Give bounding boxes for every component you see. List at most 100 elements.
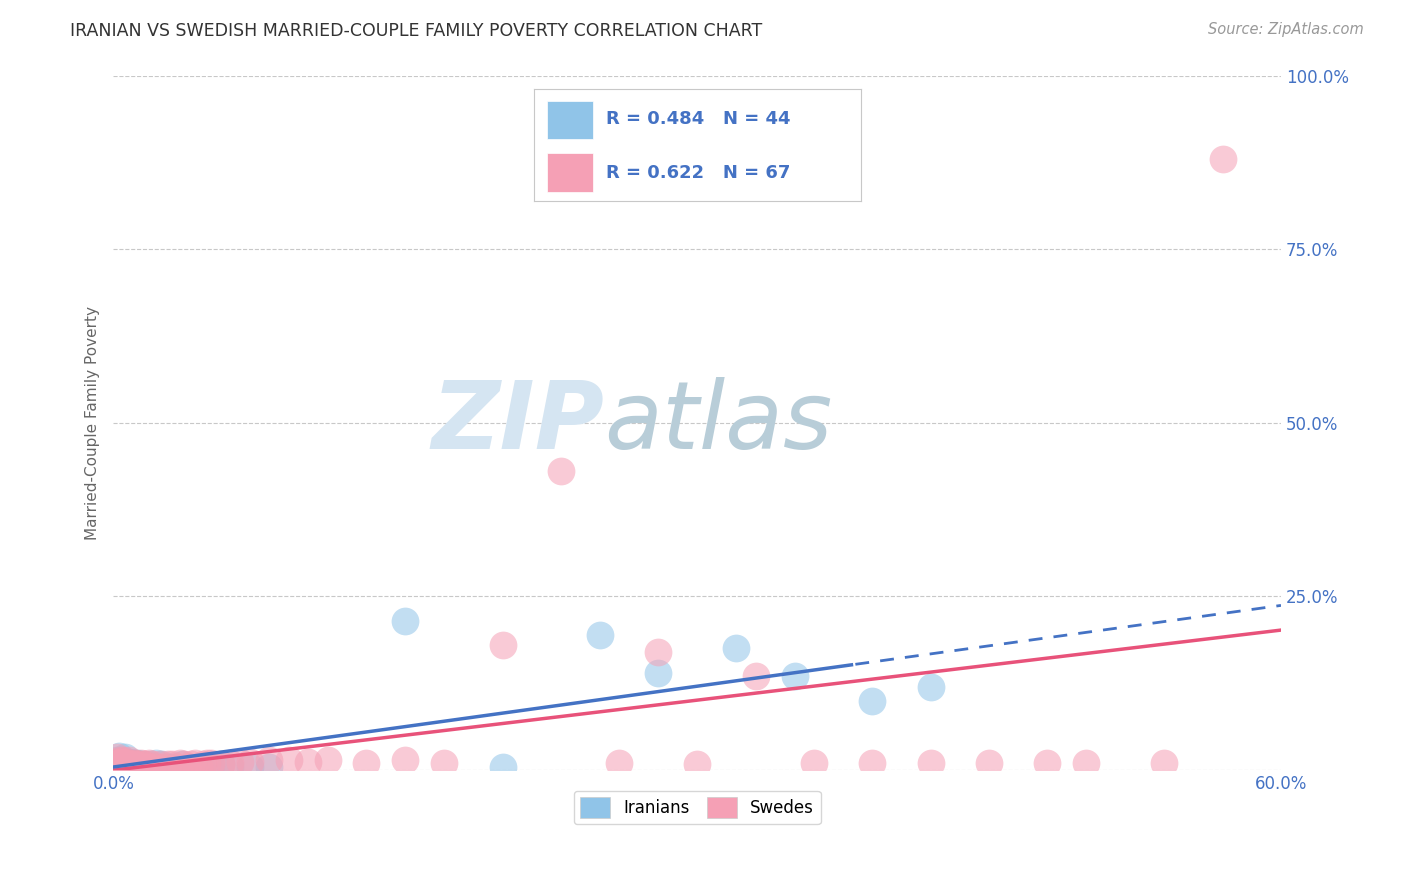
Point xyxy=(118,759,141,773)
Point xyxy=(725,641,748,656)
Point xyxy=(129,756,152,770)
Point xyxy=(744,669,766,683)
Point xyxy=(156,759,179,773)
Point xyxy=(860,693,883,707)
Point xyxy=(120,756,142,770)
Point xyxy=(860,756,883,770)
Point xyxy=(104,759,127,773)
Point xyxy=(120,756,142,770)
Point xyxy=(105,756,128,770)
Point xyxy=(112,753,135,767)
Point xyxy=(108,753,131,767)
Point xyxy=(114,750,136,764)
Point xyxy=(110,757,132,772)
Point xyxy=(239,755,262,769)
Point xyxy=(134,759,156,773)
Point xyxy=(803,756,825,770)
Point xyxy=(200,756,222,770)
Point xyxy=(647,665,669,680)
Text: Source: ZipAtlas.com: Source: ZipAtlas.com xyxy=(1208,22,1364,37)
Point xyxy=(492,759,515,773)
Point xyxy=(209,757,232,772)
Point xyxy=(125,757,148,772)
Point xyxy=(316,753,339,767)
Point xyxy=(394,614,416,628)
Point xyxy=(1212,152,1234,166)
Point xyxy=(145,756,167,770)
Point xyxy=(153,759,176,773)
Point xyxy=(105,750,128,764)
Point xyxy=(188,759,211,773)
Point xyxy=(195,756,218,770)
Point xyxy=(609,756,631,770)
Point xyxy=(257,759,280,773)
Point xyxy=(108,756,131,770)
Point xyxy=(190,759,212,773)
Legend: Iranians, Swedes: Iranians, Swedes xyxy=(574,790,821,824)
Point xyxy=(141,757,163,772)
Point xyxy=(114,757,136,772)
Point xyxy=(131,757,153,772)
Point xyxy=(239,759,262,773)
Point xyxy=(138,757,160,772)
Point xyxy=(191,757,214,772)
Point xyxy=(134,757,156,772)
Point xyxy=(180,759,202,773)
Point xyxy=(124,756,146,770)
Point xyxy=(209,757,232,772)
Point xyxy=(122,757,145,772)
Point xyxy=(150,757,173,772)
Point xyxy=(110,753,132,767)
Point xyxy=(135,759,157,773)
Point xyxy=(160,757,183,772)
Text: IRANIAN VS SWEDISH MARRIED-COUPLE FAMILY POVERTY CORRELATION CHART: IRANIAN VS SWEDISH MARRIED-COUPLE FAMILY… xyxy=(70,22,762,40)
Point xyxy=(128,757,150,772)
Point xyxy=(118,755,141,769)
Point xyxy=(118,759,141,773)
Point xyxy=(129,759,152,773)
Point xyxy=(138,756,160,770)
Point xyxy=(149,757,172,772)
Point xyxy=(115,756,138,770)
Point xyxy=(920,680,942,694)
Point xyxy=(783,669,806,683)
Point xyxy=(128,759,150,773)
Point xyxy=(492,638,515,652)
Point xyxy=(184,756,207,770)
Point xyxy=(297,755,319,769)
Point xyxy=(104,755,127,769)
Point xyxy=(173,757,195,772)
Point xyxy=(110,755,132,769)
Point xyxy=(118,753,141,767)
Point xyxy=(112,755,135,769)
Point xyxy=(257,753,280,767)
Point xyxy=(112,756,135,770)
Point xyxy=(1076,756,1098,770)
Point xyxy=(180,757,202,772)
Y-axis label: Married-Couple Family Poverty: Married-Couple Family Poverty xyxy=(86,306,100,540)
Point xyxy=(115,756,138,770)
Point xyxy=(114,755,136,769)
Point xyxy=(125,756,148,770)
Point xyxy=(1036,756,1059,770)
Point xyxy=(1153,756,1175,770)
Point xyxy=(104,757,127,772)
Point xyxy=(169,756,191,770)
Point xyxy=(686,757,709,772)
Point xyxy=(433,756,456,770)
Point xyxy=(110,757,132,772)
Point xyxy=(122,757,145,772)
Point xyxy=(114,757,136,772)
Point xyxy=(124,756,146,770)
Point xyxy=(229,755,252,769)
Point xyxy=(977,756,1000,770)
Point xyxy=(219,756,242,770)
Point xyxy=(394,753,416,767)
Point xyxy=(108,749,131,764)
Point xyxy=(156,757,179,772)
Point xyxy=(108,756,131,770)
Point xyxy=(176,759,198,773)
Point xyxy=(165,759,187,773)
Point xyxy=(139,759,162,773)
Point xyxy=(105,756,128,770)
